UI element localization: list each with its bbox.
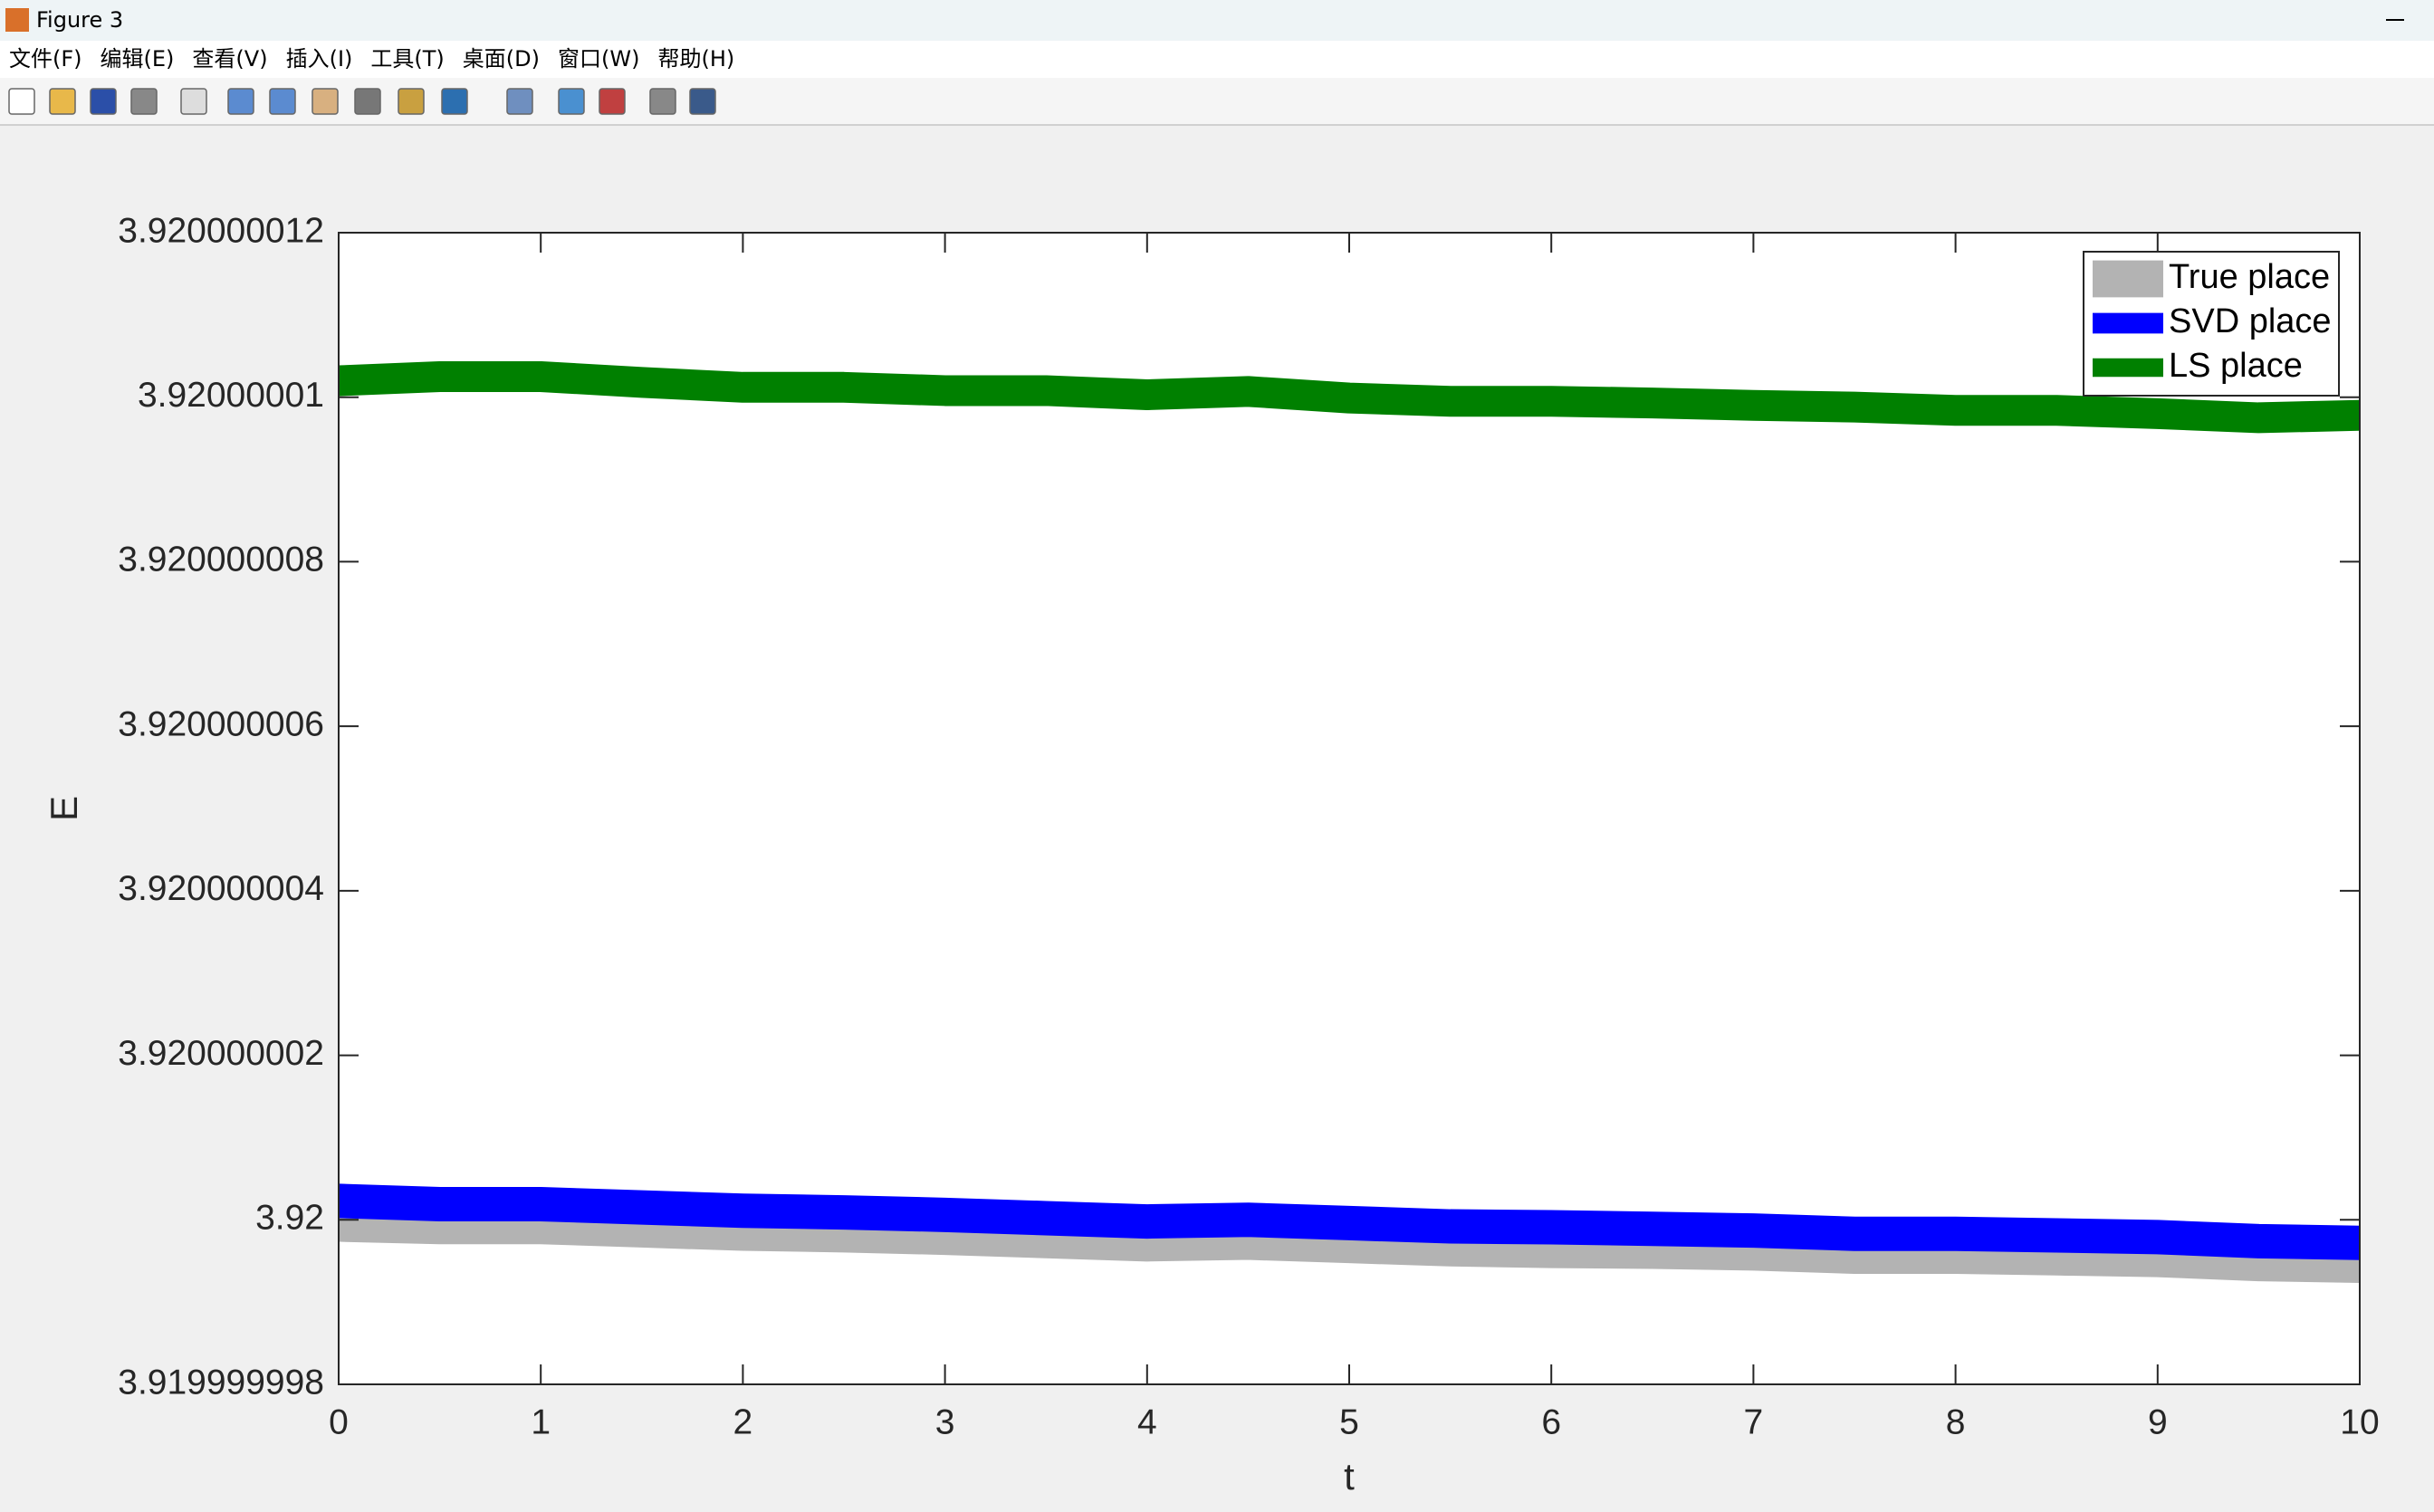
- legend-label: True place: [2169, 258, 2330, 296]
- y-tick-label: 3.920000006: [118, 704, 324, 743]
- toolbar-button[interactable]: [311, 88, 339, 115]
- x-tick-label: 9: [2148, 1402, 2168, 1441]
- toolbar-button[interactable]: [398, 88, 425, 115]
- legend-label: SVD place: [2169, 302, 2332, 340]
- x-tick-label: 1: [531, 1402, 551, 1441]
- menu-item[interactable]: 插入(I): [286, 46, 353, 72]
- x-tick-label: 8: [1946, 1402, 1966, 1441]
- toolbar-button[interactable]: [354, 88, 381, 115]
- menu-item[interactable]: 查看(V): [192, 46, 267, 72]
- y-tick-label: 3.920000012: [118, 211, 324, 250]
- menu-item[interactable]: 编辑(E): [101, 46, 175, 72]
- toolbar-button[interactable]: [180, 88, 207, 115]
- y-tick-label: 3.92000001: [138, 376, 324, 415]
- x-tick-label: 3: [935, 1402, 955, 1441]
- y-tick-label: 3.919999998: [118, 1363, 324, 1402]
- legend: True place SVD place LS place: [2083, 251, 2340, 397]
- toolbar-button[interactable]: [506, 88, 533, 115]
- y-tick-label: 3.920000008: [118, 541, 324, 579]
- data-line: [339, 1211, 2360, 1283]
- x-tick-label: 6: [1541, 1402, 1561, 1441]
- toolbar-button[interactable]: [227, 88, 254, 115]
- toolbar-button[interactable]: [689, 88, 716, 115]
- toolbar-button[interactable]: [599, 88, 626, 115]
- y-axis-label: E: [43, 796, 85, 821]
- x-tick-label: 5: [1339, 1402, 1359, 1441]
- toolbar-button[interactable]: [649, 88, 676, 115]
- menu-item[interactable]: 帮助(H): [657, 46, 734, 72]
- menu-item[interactable]: 文件(F): [9, 46, 82, 72]
- app-icon: [5, 8, 29, 32]
- toolbar-button[interactable]: [90, 88, 117, 115]
- x-tick-label: 10: [2340, 1402, 2379, 1441]
- legend-label: LS place: [2169, 347, 2303, 385]
- data-line: [339, 1183, 2360, 1260]
- toolbar-button[interactable]: [269, 88, 296, 115]
- menu-item[interactable]: 桌面(D): [463, 46, 540, 72]
- toolbar-button[interactable]: [130, 88, 158, 115]
- title-bar: [0, 0, 2434, 41]
- toolbar-button[interactable]: [49, 88, 76, 115]
- x-tick-label: 2: [733, 1402, 753, 1441]
- series-group: [339, 361, 2360, 1283]
- toolbar-button[interactable]: [441, 88, 468, 115]
- x-tick-label: 0: [329, 1402, 349, 1441]
- window-title: Figure 3: [36, 7, 123, 33]
- x-tick-label: 4: [1137, 1402, 1157, 1441]
- y-tick-label: 3.92: [255, 1199, 324, 1238]
- menu-item[interactable]: 窗口(W): [558, 46, 639, 72]
- menu-item[interactable]: 工具(T): [370, 46, 444, 72]
- toolbar-button[interactable]: [558, 88, 585, 115]
- y-tick-label: 3.920000004: [118, 869, 324, 908]
- x-tick-label: 7: [1744, 1402, 1764, 1441]
- toolbar-button[interactable]: [8, 88, 35, 115]
- y-tick-label: 3.920000002: [118, 1034, 324, 1073]
- data-line: [339, 361, 2360, 434]
- x-axis-label: t: [1344, 1455, 1355, 1498]
- menu-bar: [0, 41, 2434, 78]
